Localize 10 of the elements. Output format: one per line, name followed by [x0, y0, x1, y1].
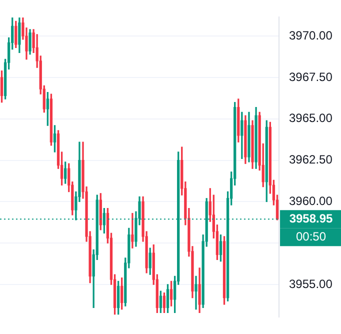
y-tick-label: 3970.00	[289, 28, 333, 42]
y-tick-label: 3960.00	[289, 194, 333, 208]
y-tick-label: 3962.50	[289, 152, 333, 167]
ref-line-label: 3958.95	[289, 211, 334, 226]
y-tick-label: 3967.50	[289, 70, 333, 84]
candlestick	[194, 276, 198, 310]
y-tick-label: 3965.00	[289, 111, 333, 126]
text: 00:50	[296, 229, 326, 244]
y-tick-label: 3955.00	[289, 276, 333, 291]
candlestick	[131, 212, 134, 248]
